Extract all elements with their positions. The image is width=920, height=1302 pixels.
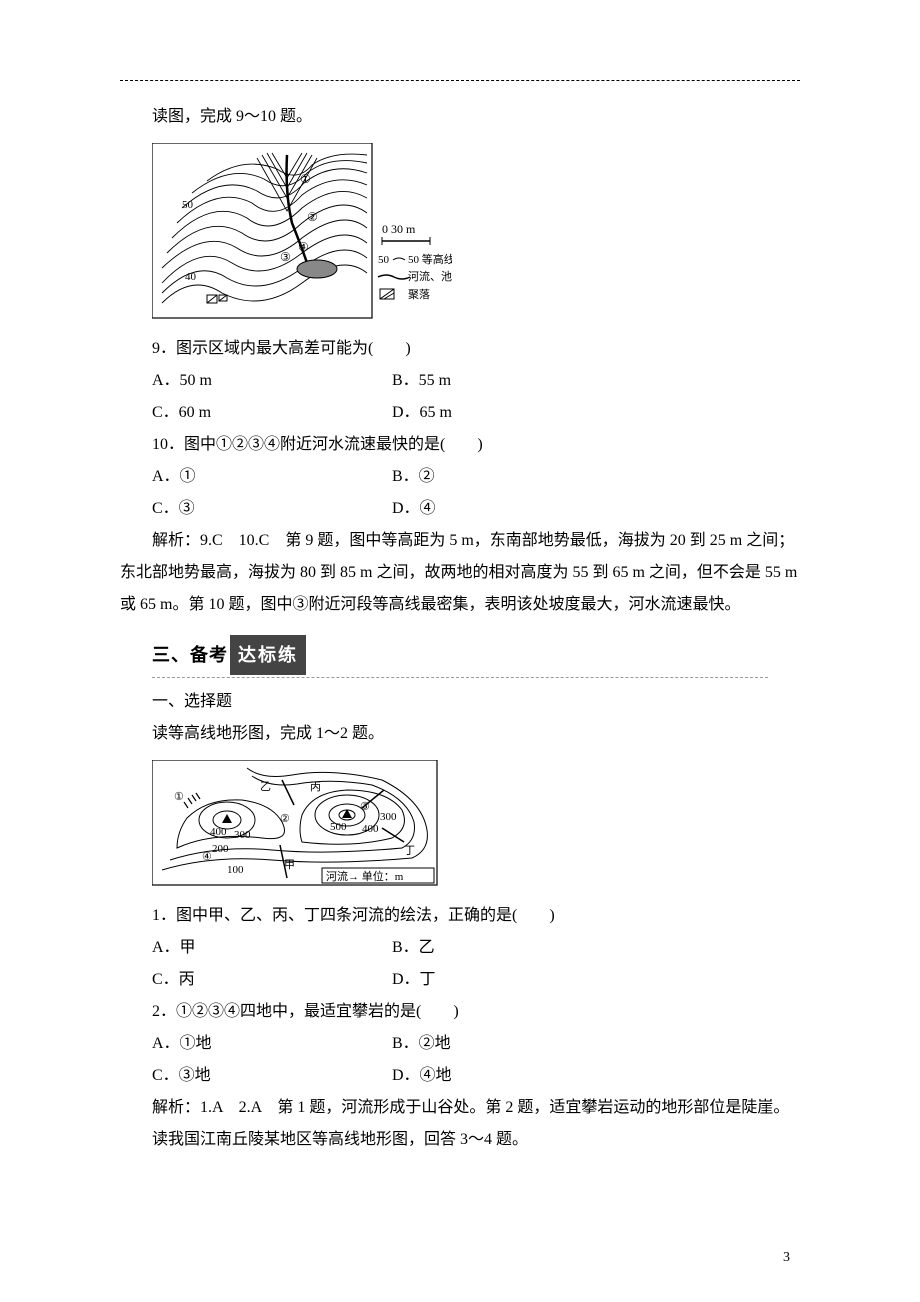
part1-heading: 一、选择题	[120, 686, 800, 718]
q2-A: A．①地	[152, 1028, 392, 1060]
svg-text:甲: 甲	[284, 859, 295, 871]
q10-D: D．④	[392, 493, 800, 525]
svg-text:400: 400	[362, 823, 379, 835]
q2-options-2: C．③地 D．④地	[152, 1060, 800, 1092]
q1-A: A．甲	[152, 932, 392, 964]
svg-text:400: 400	[210, 826, 227, 838]
q2-D: D．④地	[392, 1060, 800, 1092]
svg-text:丁: 丁	[404, 845, 415, 857]
legend-river: 河流、池塘	[408, 269, 452, 283]
svg-text:乙: 乙	[260, 780, 271, 793]
q2-options: A．①地 B．②地	[152, 1028, 800, 1060]
q10-A: A．①	[152, 461, 392, 493]
figure-2: ① ② ③ ④ 400 300 500 400 300 200 100 乙 丙 …	[152, 760, 800, 890]
svg-text:②: ②	[280, 813, 290, 825]
scale-label: 0 30 m	[382, 222, 416, 236]
q9-A: A．50 m	[152, 365, 392, 397]
analysis-1: 解析：9.C 10.C 第 9 题，图中等高距为 5 m，东南部地势最低，海拔为…	[120, 525, 800, 621]
svg-text:200: 200	[212, 843, 229, 855]
contour-label-40: 40	[185, 271, 197, 283]
svg-text:300: 300	[380, 811, 397, 823]
svg-text:③: ③	[360, 801, 370, 813]
page-number: 3	[783, 1244, 790, 1272]
figure-1: 50 40 ① ② ③ ④ 0 30 m 50	[152, 143, 800, 323]
legend-settlement: 聚落	[408, 288, 430, 301]
instruction-bottom: 读我国江南丘陵某地区等高线地形图，回答 3～4 题。	[120, 1124, 800, 1156]
contour-label-50: 50	[182, 199, 194, 211]
section-3-header: 三、备考 达标练	[152, 635, 800, 675]
svg-text:100: 100	[227, 864, 244, 876]
svg-text:④: ④	[298, 240, 309, 254]
q1-options: A．甲 B．乙	[152, 932, 800, 964]
q9-C: C．60 m	[152, 397, 392, 429]
q9-D: D．65 m	[392, 397, 800, 429]
svg-text:④: ④	[202, 851, 212, 863]
section-3-prefix: 三、备考	[152, 637, 228, 673]
svg-text:丙: 丙	[310, 781, 321, 793]
svg-text:50: 50	[378, 254, 390, 266]
svg-text:500: 500	[330, 821, 347, 833]
q1-stem: 1．图中甲、乙、丙、丁四条河流的绘法，正确的是( )	[120, 900, 800, 932]
svg-text:③: ③	[280, 250, 291, 264]
q1-options-2: C．丙 D．丁	[152, 964, 800, 996]
instruction-top: 读图，完成 9～10 题。	[120, 101, 800, 133]
q2-B: B．②地	[392, 1028, 800, 1060]
top-divider	[120, 80, 800, 81]
legend-contour: 50 等高线/m	[408, 252, 452, 266]
svg-text:①: ①	[174, 791, 184, 803]
part1-instruction: 读等高线地形图，完成 1～2 题。	[120, 718, 800, 750]
q10-options-2: C．③ D．④	[152, 493, 800, 525]
figure2-legend: 河流→ 单位：m	[326, 869, 404, 883]
q10-options: A．① B．②	[152, 461, 800, 493]
svg-text:①: ①	[300, 172, 311, 186]
section-3-pill: 达标练	[230, 635, 306, 675]
q2-stem: 2．①②③④四地中，最适宜攀岩的是( )	[120, 996, 800, 1028]
q1-C: C．丙	[152, 964, 392, 996]
q9-options-2: C．60 m D．65 m	[152, 397, 800, 429]
q10-B: B．②	[392, 461, 800, 493]
q1-D: D．丁	[392, 964, 800, 996]
svg-text:300: 300	[234, 829, 251, 841]
q9-B: B．55 m	[392, 365, 800, 397]
analysis-2: 解析：1.A 2.A 第 1 题，河流形成于山谷处。第 2 题，适宜攀岩运动的地…	[120, 1092, 800, 1124]
q9-stem: 9．图示区域内最大高差可能为( )	[120, 333, 800, 365]
q1-B: B．乙	[392, 932, 800, 964]
q2-C: C．③地	[152, 1060, 392, 1092]
q10-stem: 10．图中①②③④附近河水流速最快的是( )	[120, 429, 800, 461]
q10-C: C．③	[152, 493, 392, 525]
section-3-dashline	[152, 677, 768, 678]
q9-options: A．50 m B．55 m	[152, 365, 800, 397]
svg-text:②: ②	[307, 210, 318, 224]
page-container: 读图，完成 9～10 题。	[0, 0, 920, 1302]
